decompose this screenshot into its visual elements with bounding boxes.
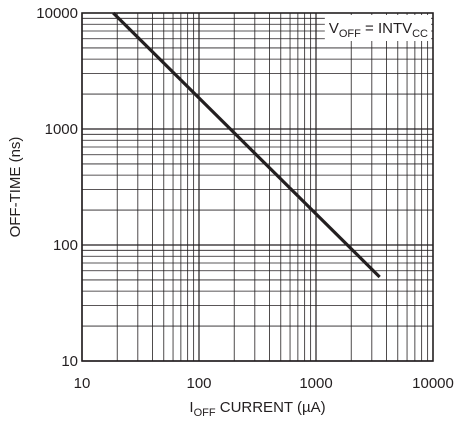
annotation-eq: = INTV (361, 20, 412, 37)
annotation-background (324, 15, 432, 41)
y-axis-label: OFF-TIME (ns) (7, 137, 24, 238)
series-line (112, 11, 381, 279)
y-tick-label: 1000 (45, 121, 78, 138)
x-axis-label-main: I (189, 399, 193, 416)
annotation-cc-subscript: CC (412, 28, 428, 40)
condition-annotation: VOFF = INTVCC (329, 20, 428, 40)
plot-frame (81, 12, 434, 362)
x-tick-label: 1000 (299, 375, 332, 392)
series-layer (112, 11, 381, 279)
y-tick-labels: 10 100 1000 10000 (36, 5, 78, 370)
x-tick-labels: 10 100 1000 10000 (74, 375, 454, 392)
x-axis-label-rest: CURRENT (µA) (216, 399, 326, 416)
x-tick-label: 10 (74, 375, 91, 392)
major-gridlines (81, 13, 433, 362)
y-tick-label: 10000 (36, 5, 78, 22)
x-axis-label-subscript: OFF (194, 407, 216, 419)
x-axis-label: IOFF CURRENT (µA) (189, 399, 325, 419)
annotation-v: V (329, 20, 339, 37)
annotation-v-subscript: OFF (339, 28, 361, 40)
y-tick-label: 10 (61, 353, 78, 370)
y-tick-label: 100 (53, 237, 78, 254)
x-tick-label: 10000 (412, 375, 454, 392)
minor-gridlines (82, 13, 433, 361)
x-tick-label: 100 (186, 375, 211, 392)
